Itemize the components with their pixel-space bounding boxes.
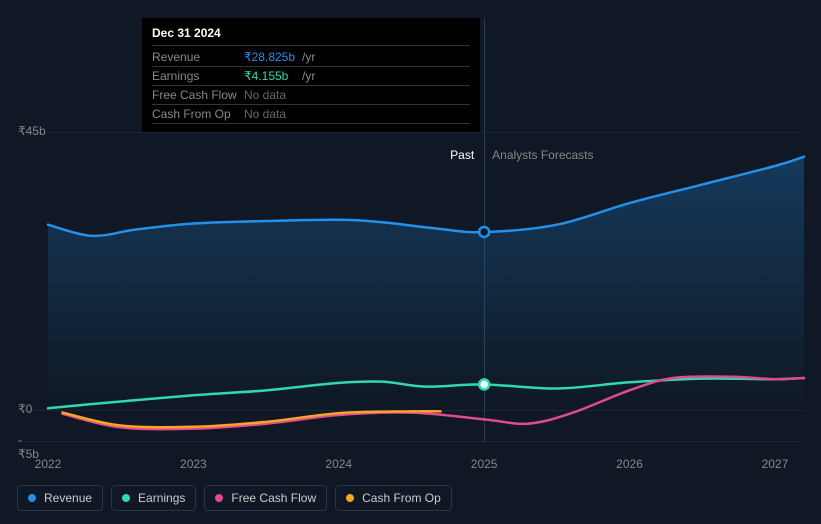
x-axis-label: 2022 (35, 457, 62, 471)
revenue-marker (479, 227, 489, 237)
legend-item-fcf[interactable]: Free Cash Flow (204, 485, 327, 511)
tooltip-row: Earnings₹4.155b/yr (152, 67, 470, 86)
legend-item-earnings[interactable]: Earnings (111, 485, 196, 511)
tooltip-row-value: ₹28.825b (244, 50, 299, 64)
legend-item-label: Earnings (138, 491, 185, 505)
x-axis-label: 2025 (471, 457, 498, 471)
region-label-past: Past (450, 148, 474, 162)
tooltip-row-value: No data (244, 107, 286, 121)
earnings-marker (479, 379, 489, 389)
x-axis-label: 2027 (762, 457, 789, 471)
legend-dot-icon (28, 494, 36, 502)
tooltip-row-value: No data (244, 88, 286, 102)
legend-item-revenue[interactable]: Revenue (17, 485, 103, 511)
legend-item-label: Cash From Op (362, 491, 441, 505)
legend-dot-icon (122, 494, 130, 502)
tooltip-row-suffix: /yr (302, 69, 315, 83)
x-axis-label: 2023 (180, 457, 207, 471)
legend-item-label: Free Cash Flow (231, 491, 316, 505)
tooltip-row-label: Revenue (152, 50, 244, 64)
y-axis-label: ₹0 (18, 402, 40, 416)
tooltip-row: Cash From OpNo data (152, 105, 470, 124)
revenue-area-fill (48, 157, 804, 410)
x-axis-label: 2024 (325, 457, 352, 471)
tooltip-row-suffix: /yr (302, 50, 315, 64)
tooltip-row-label: Free Cash Flow (152, 88, 244, 102)
legend-item-label: Revenue (44, 491, 92, 505)
legend-item-cfo[interactable]: Cash From Op (335, 485, 452, 511)
tooltip-row: Revenue₹28.825b/yr (152, 48, 470, 67)
y-axis-label: ₹45b (18, 124, 40, 138)
tooltip-date: Dec 31 2024 (152, 26, 470, 46)
tooltip-row-value: ₹4.155b (244, 69, 299, 83)
x-axis-label: 2026 (616, 457, 643, 471)
financials-chart: ₹45b₹0-₹5b 202220232024202520262027 Past… (0, 0, 821, 524)
legend-dot-icon (215, 494, 223, 502)
legend-dot-icon (346, 494, 354, 502)
chart-tooltip: Dec 31 2024 Revenue₹28.825b/yrEarnings₹4… (142, 18, 480, 132)
tooltip-row-label: Cash From Op (152, 107, 244, 121)
tooltip-row-label: Earnings (152, 69, 244, 83)
region-label-forecast: Analysts Forecasts (492, 148, 593, 162)
tooltip-row: Free Cash FlowNo data (152, 86, 470, 105)
chart-legend: Revenue Earnings Free Cash Flow Cash From O… (17, 485, 452, 511)
